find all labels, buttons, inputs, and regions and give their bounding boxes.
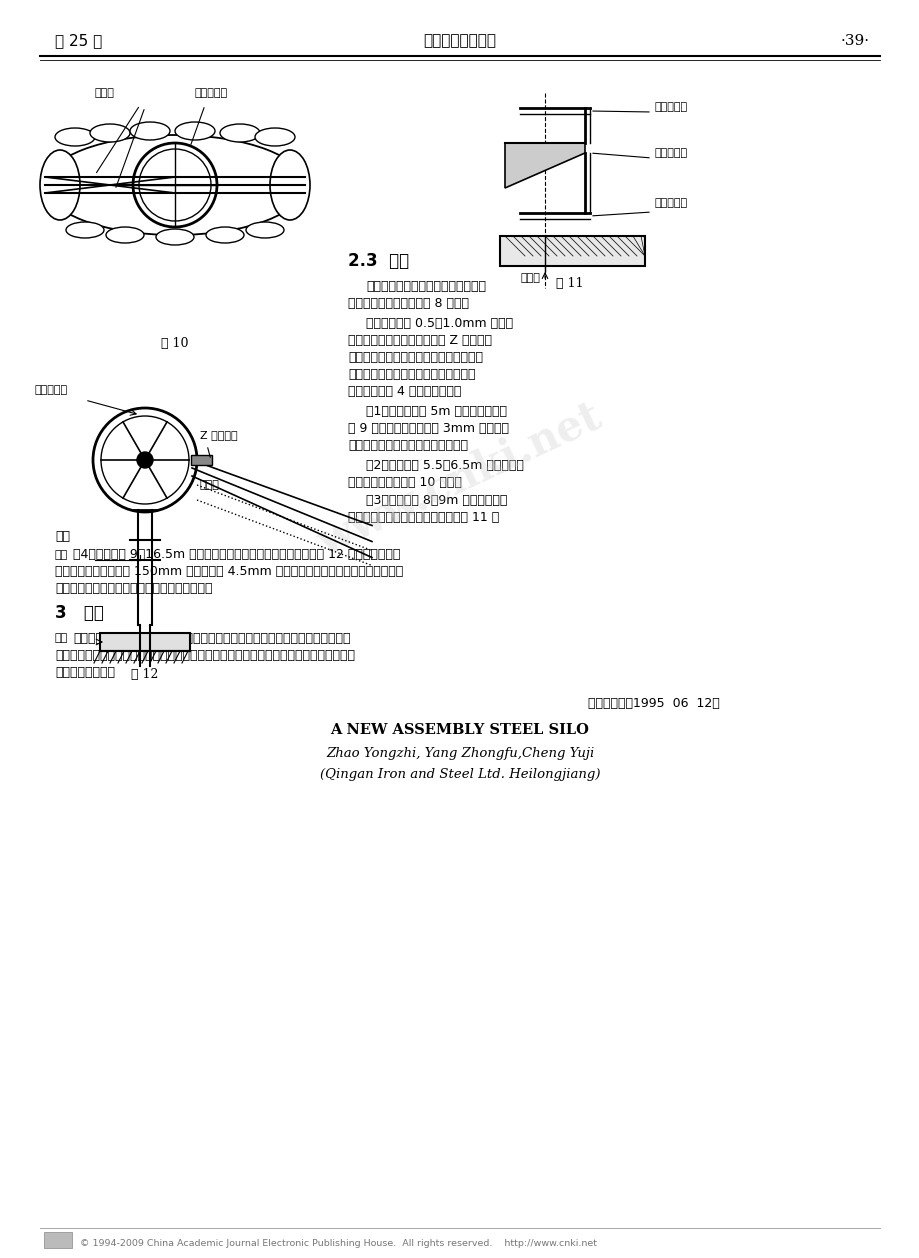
Text: （4）仓直径为 9～16.5m 时，可采用加中间支承吊杆的方式，如图 12 所示。吊杆应根: （4）仓直径为 9～16.5m 时，可采用加中间支承吊杆的方式，如图 12 所示… bbox=[73, 548, 400, 561]
Ellipse shape bbox=[156, 229, 194, 245]
Polygon shape bbox=[505, 143, 584, 187]
Ellipse shape bbox=[255, 128, 295, 146]
Circle shape bbox=[137, 452, 153, 468]
Text: 仓盖板: 仓盖板 bbox=[199, 481, 220, 491]
Text: 中央圆顶圈: 中央圆顶圈 bbox=[195, 88, 228, 98]
Text: （1）仓直径小于 5m 时，支承形式如: （1）仓直径小于 5m 时，支承形式如 bbox=[366, 405, 506, 418]
Ellipse shape bbox=[55, 128, 95, 146]
Text: 图 10: 图 10 bbox=[161, 337, 188, 350]
Text: 中不用电焊、气焊，因而不易引起火灾，给油库、化工仓库和其它易燃易爆仓库的改建扩建: 中不用电焊、气焊，因而不易引起火灾，给油库、化工仓库和其它易燃易爆仓库的改建扩建 bbox=[55, 649, 355, 662]
Ellipse shape bbox=[206, 226, 244, 243]
Ellipse shape bbox=[245, 221, 284, 238]
Text: 支承梁: 支承梁 bbox=[95, 88, 115, 98]
Text: 3   结论: 3 结论 bbox=[55, 604, 104, 621]
Text: 仓顶支承件: 仓顶支承件 bbox=[654, 148, 687, 159]
Text: 支承件支承。支承方式视平板仓直径而: 支承件支承。支承方式视平板仓直径而 bbox=[347, 369, 475, 381]
Text: 支承、檩条等组成，如图 8 所示。: 支承、檩条等组成，如图 8 所示。 bbox=[347, 297, 469, 309]
Text: 钢制成。顶盖中心设置入料口，入料口用: 钢制成。顶盖中心设置入料口，入料口用 bbox=[347, 351, 482, 364]
Text: 平板仓的仓顶一般由盖板、入料口及: 平板仓的仓顶一般由盖板、入料口及 bbox=[366, 281, 485, 293]
Text: © 1994-2009 China Academic Journal Electronic Publishing House.  All rights rese: © 1994-2009 China Academic Journal Elect… bbox=[80, 1238, 596, 1248]
Text: 仓盖板一般用 0.5～1.0mm 厚的镀: 仓盖板一般用 0.5～1.0mm 厚的镀 bbox=[366, 317, 513, 330]
Ellipse shape bbox=[40, 150, 80, 220]
Text: 2.3  仓顶: 2.3 仓顶 bbox=[347, 252, 409, 270]
Text: 的联接均用加强筋，底座应固定在仓底基础上。: 的联接均用加强筋，底座应固定在仓底基础上。 bbox=[55, 582, 212, 595]
Text: 这种新型装配式钢板仓工厂预制工作量大，但现场安装简捷，并且可以做到安装过程: 这种新型装配式钢板仓工厂预制工作量大，但现场安装简捷，并且可以做到安装过程 bbox=[73, 632, 350, 645]
Text: Zhao Yongzhi, Yang Zhongfu,Cheng Yuji: Zhao Yongzhi, Yang Zhongfu,Cheng Yuji bbox=[325, 747, 594, 760]
Text: www.cnki.net: www.cnki.net bbox=[312, 396, 607, 564]
Text: Z 型钢支承: Z 型钢支承 bbox=[199, 430, 237, 440]
Text: 图 12: 图 12 bbox=[131, 668, 158, 681]
Text: (Qingan Iron and Steel Ltd. Heilongjiang): (Qingan Iron and Steel Ltd. Heilongjiang… bbox=[320, 767, 599, 781]
Text: （3）仓直径在 8～9m 时可采用双圈: （3）仓直径在 8～9m 时可采用双圈 bbox=[366, 494, 506, 507]
Text: 双支承顶梁，并加仓顶支承件，如图 11 所: 双支承顶梁，并加仓顶支承件，如图 11 所 bbox=[347, 511, 499, 525]
Text: ·39·: ·39· bbox=[840, 34, 869, 48]
Ellipse shape bbox=[130, 122, 170, 140]
Text: 下中央顶圈: 下中央顶圈 bbox=[654, 198, 687, 208]
Polygon shape bbox=[499, 237, 644, 265]
Text: （收稿日期：1995  06  12）: （收稿日期：1995 06 12） bbox=[587, 697, 720, 710]
Text: 槽钢制做，这种支承称为单梁支承。: 槽钢制做，这种支承称为单梁支承。 bbox=[347, 439, 468, 452]
Text: 上中央顶圈: 上中央顶圈 bbox=[654, 102, 687, 112]
Ellipse shape bbox=[220, 125, 260, 142]
Text: 新型装配式钢板仓: 新型装配式钢板仓 bbox=[423, 33, 496, 48]
Text: 第 25 卷: 第 25 卷 bbox=[55, 33, 102, 48]
Polygon shape bbox=[191, 455, 211, 465]
Text: 据仓的高度，选择直径 150mm 以上、壁厚 4.5mm 以上的钢管。中央圆顶圈及底座与吊杆: 据仓的高度，选择直径 150mm 以上、壁厚 4.5mm 以上的钢管。中央圆顶圈… bbox=[55, 565, 403, 577]
Ellipse shape bbox=[106, 226, 144, 243]
Text: 支承梁: 支承梁 bbox=[519, 273, 539, 283]
FancyBboxPatch shape bbox=[44, 1232, 72, 1248]
Polygon shape bbox=[100, 633, 190, 650]
Text: A NEW ASSEMBLY STEEL SILO: A NEW ASSEMBLY STEEL SILO bbox=[330, 723, 589, 737]
Text: 定，本文列出 4 种方式供选择。: 定，本文列出 4 种方式供选择。 bbox=[347, 385, 460, 398]
Text: （2）仓直径在 5.5～6.5m 之间时，可: （2）仓直径在 5.5～6.5m 之间时，可 bbox=[366, 459, 523, 472]
Text: 底盘: 底盘 bbox=[55, 633, 68, 643]
Ellipse shape bbox=[175, 122, 215, 140]
Ellipse shape bbox=[66, 221, 104, 238]
Ellipse shape bbox=[269, 150, 310, 220]
Text: 中央圆顶圈: 中央圆顶圈 bbox=[35, 385, 68, 395]
Text: 开辟了新的途径。: 开辟了新的途径。 bbox=[55, 665, 115, 679]
Text: 吊杆: 吊杆 bbox=[55, 550, 68, 560]
Text: 采用双梁支承，如图 10 所示。: 采用双梁支承，如图 10 所示。 bbox=[347, 476, 461, 489]
Ellipse shape bbox=[90, 125, 130, 142]
Text: 示。: 示。 bbox=[55, 530, 70, 543]
Text: 图 11: 图 11 bbox=[556, 277, 584, 291]
Text: 锌钢板制做，盖板下的檩条用 Z 形冷弯型: 锌钢板制做，盖板下的檩条用 Z 形冷弯型 bbox=[347, 335, 492, 347]
Text: 图 9 所示。中央圆顶圈用 3mm 厚钢板或: 图 9 所示。中央圆顶圈用 3mm 厚钢板或 bbox=[347, 421, 508, 435]
